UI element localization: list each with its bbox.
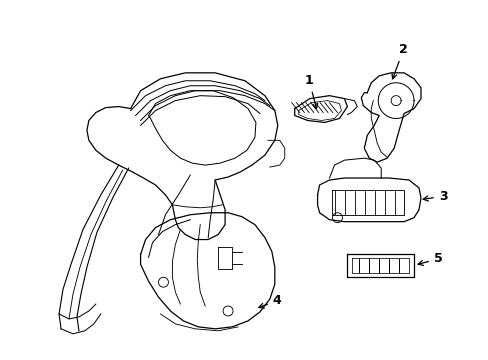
Polygon shape — [141, 213, 274, 329]
Text: 1: 1 — [304, 74, 317, 108]
Polygon shape — [87, 73, 277, 239]
Polygon shape — [294, 96, 346, 122]
Text: 2: 2 — [391, 43, 407, 79]
Text: 3: 3 — [422, 190, 447, 203]
Polygon shape — [346, 255, 413, 277]
Polygon shape — [361, 73, 420, 162]
Text: 5: 5 — [417, 252, 442, 265]
Polygon shape — [317, 178, 420, 222]
Text: 4: 4 — [258, 294, 281, 308]
